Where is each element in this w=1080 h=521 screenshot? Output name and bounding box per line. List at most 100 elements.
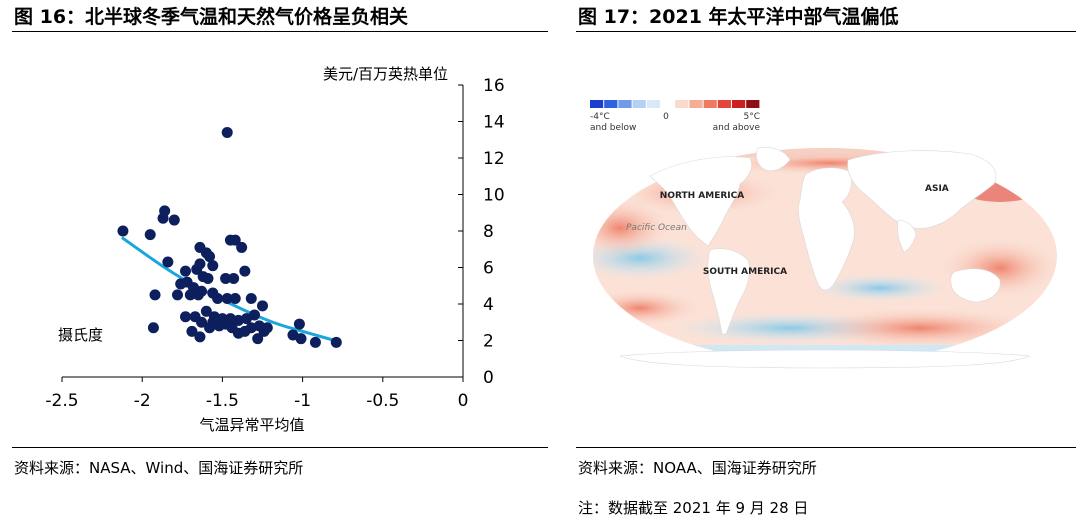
y-tick-label: 4 [483,295,494,315]
x-axis-label: 气温异常平均值 [199,416,304,434]
india-shape [897,219,917,253]
x-tick-label: -2 [134,391,151,411]
legend-swatch [632,100,646,108]
legend-swatch [646,100,660,108]
label-asia: ASIA [925,184,949,194]
y-tick-label: 16 [483,76,505,96]
legend-max-label: 5°C [743,112,760,122]
scatter-point [192,289,204,301]
figure-17-note: 注：数据截至 2021 年 9 月 28 日 [578,499,809,517]
scatter-point [147,322,159,334]
north-america-shape [649,156,752,247]
map-svg: -4°C and below 0 5°C and above [590,100,1057,369]
scatter-point [229,293,241,305]
figure-17-title: 图 17：2021 年太平洋中部气温偏低 [578,6,899,28]
legend-swatch [675,100,689,108]
scatter-point [229,234,241,246]
bottom-rule-left [12,447,548,448]
y-axis-unit-label: 美元/百万英热单位 [323,65,448,83]
scatter-point [261,322,273,334]
scatter-point [202,272,214,284]
scatter-point [144,229,156,241]
scatter-point [191,263,203,275]
legend-swatch [689,100,703,108]
y-tick-label: 2 [483,332,494,352]
scatter-point [309,336,321,348]
left-unit-label: 摄氏度 [58,326,103,344]
australia-shape [950,268,1001,303]
scatter-point [257,300,268,312]
temperature-anomaly-map: -4°C and below 0 5°C and above [580,88,1070,378]
scatter-point [295,333,307,345]
legend-max-sub: and above [713,123,761,133]
scatter-point [196,316,208,328]
greenland-shape [756,147,791,172]
scatter-point [330,336,342,348]
south-america-shape [707,248,750,335]
scatter-point [194,331,206,343]
europe-africa-shape [798,167,855,291]
scatter-point [200,305,212,317]
legend-swatch [661,100,675,108]
scatter-point [252,333,264,345]
scatter-point [207,316,219,328]
scatter-point [220,272,232,284]
continents [619,147,1031,369]
scatter-point [175,278,187,290]
x-tick-label: -0.5 [366,391,399,411]
scatter-point [117,225,129,237]
label-north-america: NORTH AMERICA [660,191,744,201]
scatter-point [184,289,196,301]
scatter-point [180,265,192,277]
legend-swatch [604,100,618,108]
y-tick-label: 10 [483,186,505,206]
legend-min-label: -4°C [590,112,610,122]
scatter-point [149,289,161,301]
scatter-point [221,293,233,305]
y-tick-label: 12 [483,149,505,169]
legend-swatch [717,100,731,108]
legend-swatch [618,100,632,108]
scatter-point [207,260,219,272]
x-tick-label: -1.5 [206,391,239,411]
scatter-point [293,318,305,330]
scatter-point [245,293,257,305]
bottom-rule-right [576,447,1076,448]
scatter-point [171,289,183,301]
y-tick-label: 6 [483,259,494,279]
scatter-point [221,126,233,138]
points-layer [117,126,342,348]
legend-swatch [732,100,746,108]
scatter-point [168,214,180,226]
legend-zero-label: 0 [663,112,669,122]
scatter-point [248,309,260,321]
scatter-point [228,272,240,284]
x-tick-label: -2.5 [45,391,78,411]
scatter-point [186,325,198,337]
y-tick-label: 0 [483,368,494,388]
figure-17-source: 资料来源：NOAA、国海证券研究所 [578,459,817,477]
title-rule-left [12,31,548,32]
chart-axes: -2.5 -2 -1.5 -1 -0.5 00 2 4 6 8 10 12 14 16 [45,76,504,411]
label-south-america: SOUTH AMERICA [703,267,787,277]
label-pacific-ocean: Pacific Ocean [626,223,687,233]
asia-shape [847,150,997,229]
legend-swatch [746,100,760,108]
antarctica-shape [619,349,1031,369]
scatter-point [157,212,169,224]
scatter-point [236,241,248,253]
scatter-point [162,256,174,268]
scatter-point [239,265,251,277]
color-legend [590,100,760,108]
x-tick-label: -1 [294,391,311,411]
scatter-point [180,311,192,323]
figure-16-source: 资料来源：NASA、Wind、国海证券研究所 [14,459,304,477]
figure-16-title: 图 16：北半球冬季气温和天然气价格呈负相关 [14,6,409,28]
legend-swatch [590,100,604,108]
x-tick-label: 0 [458,391,469,411]
title-rule-right [576,31,1076,32]
scatter-chart: -2.5 -2 -1.5 -1 -0.5 00 2 4 6 8 10 12 14 16 美元/百万英热单位… [45,65,504,434]
scatter-point [204,251,216,263]
scatter-point [212,293,224,305]
legend-swatch [703,100,717,108]
